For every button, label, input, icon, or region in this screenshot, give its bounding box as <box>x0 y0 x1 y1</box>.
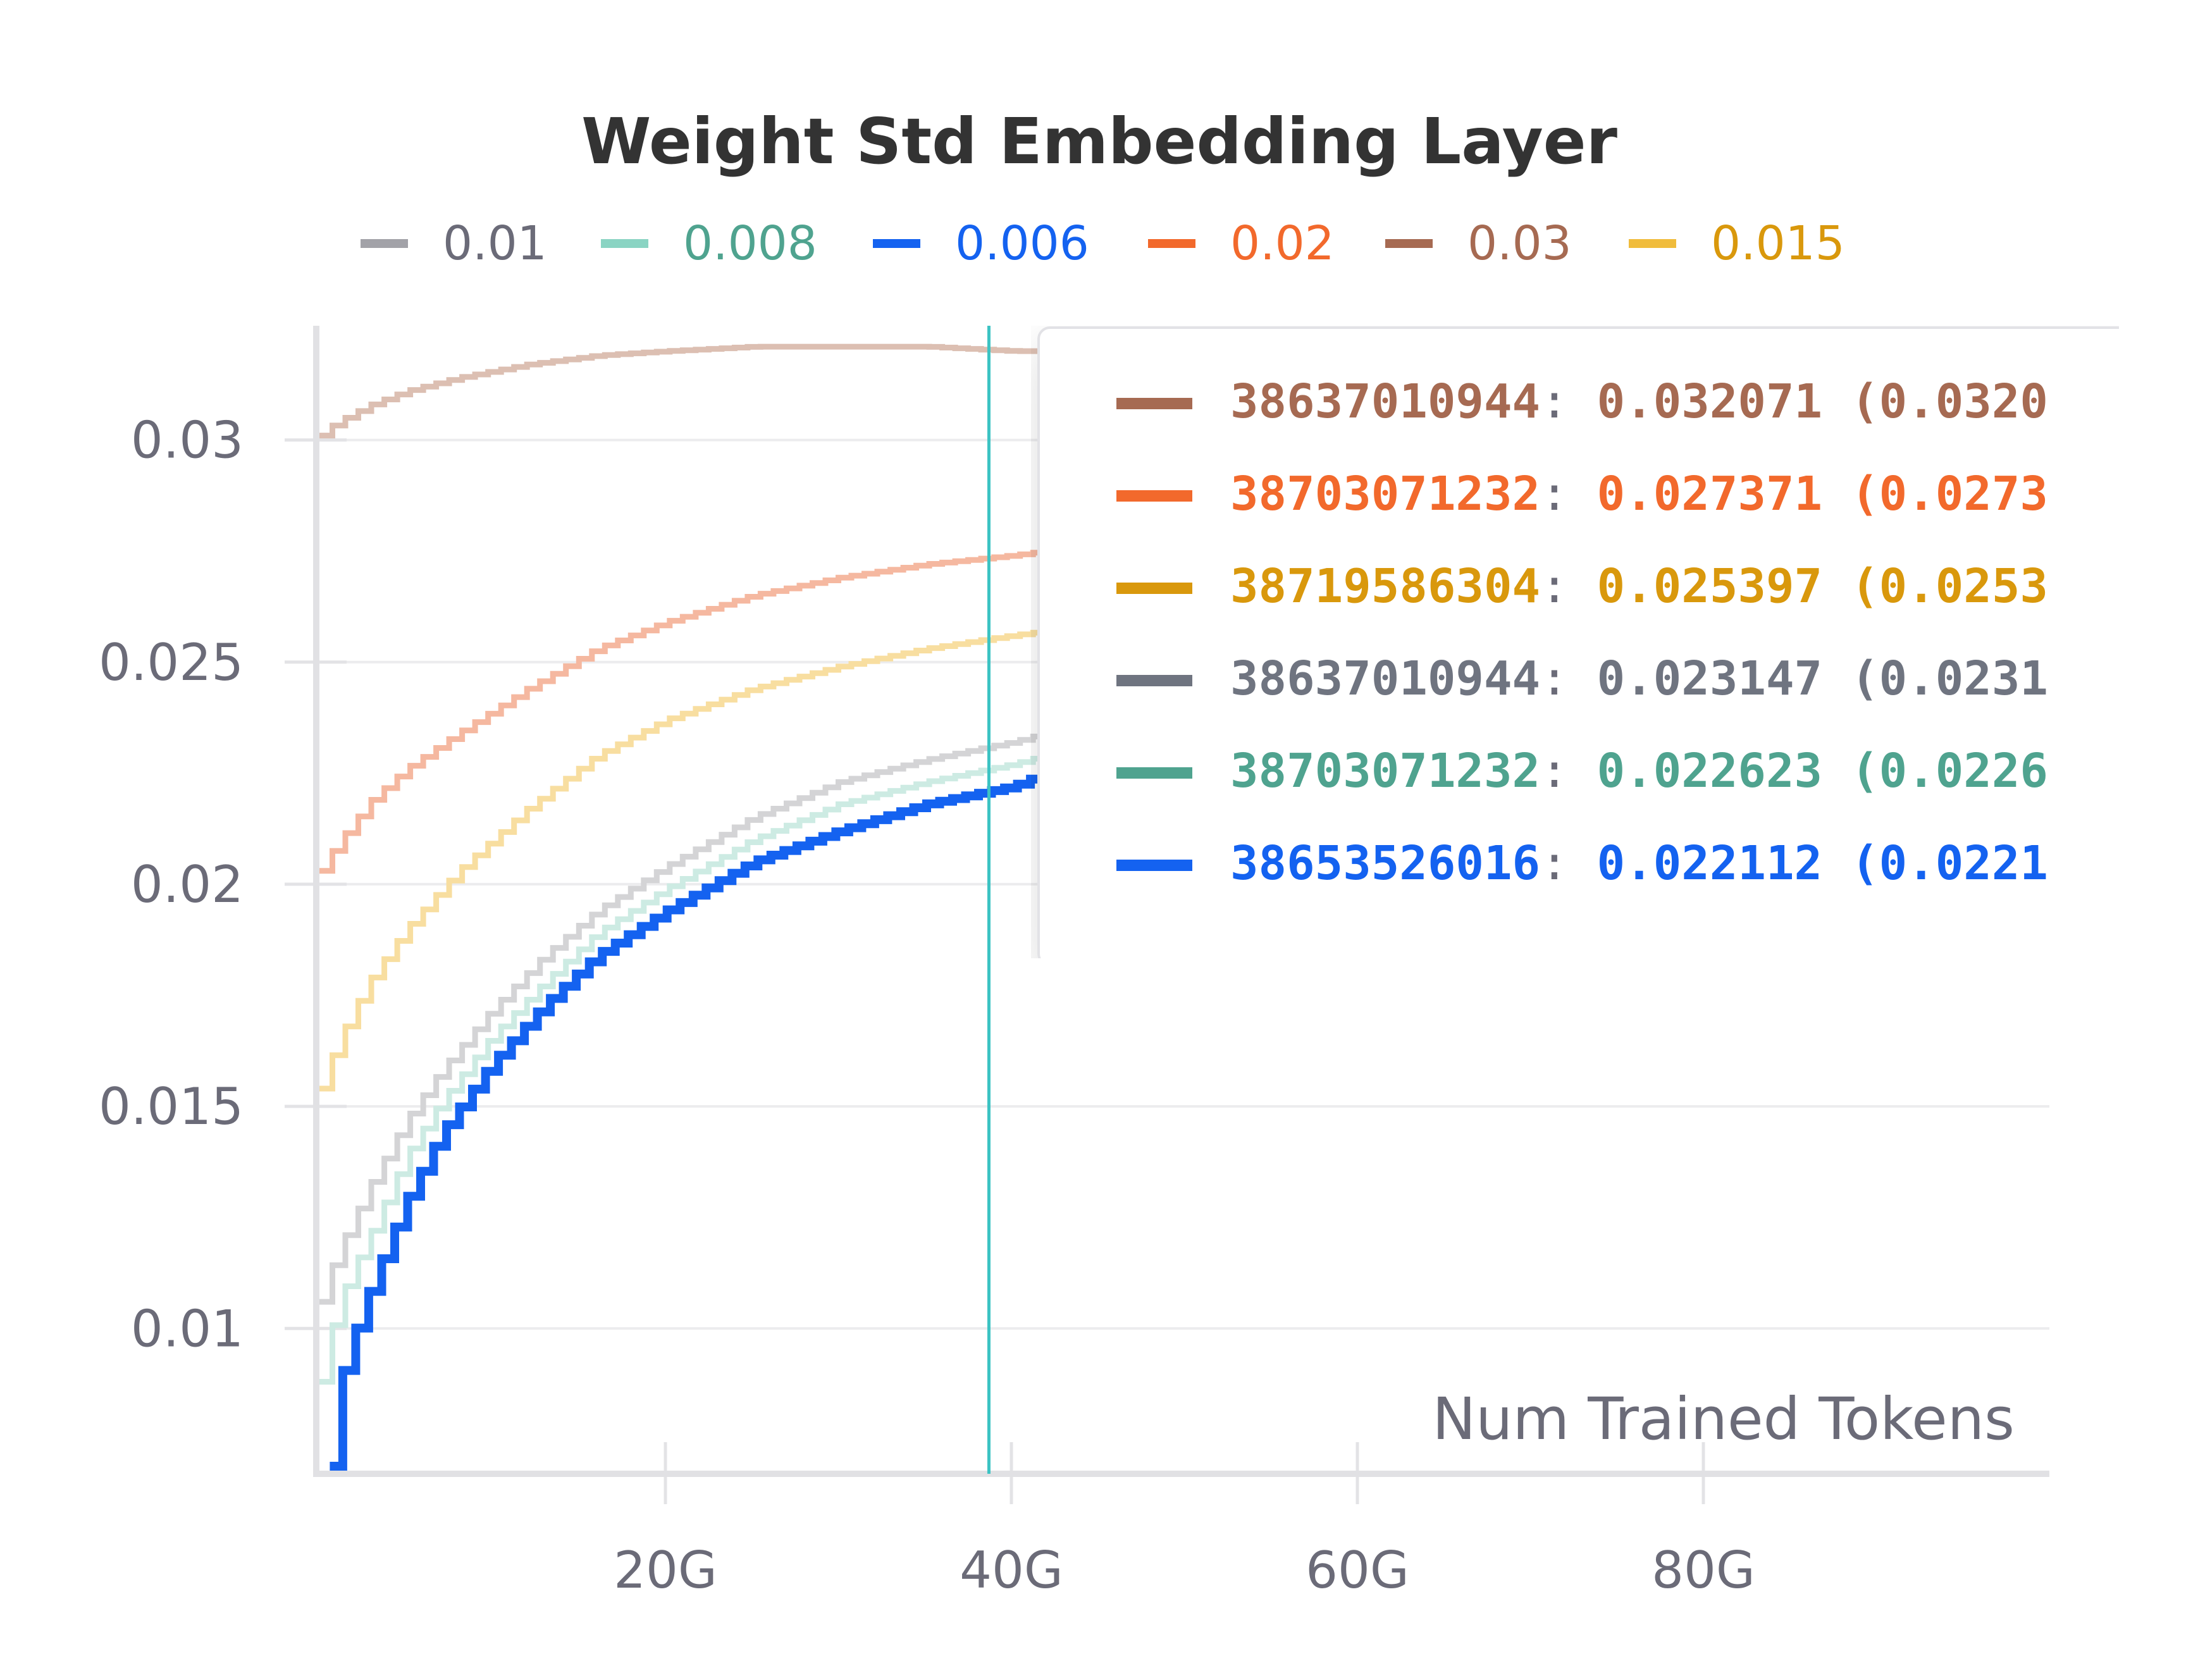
tooltip-colon: : <box>1540 374 1569 429</box>
y-tick-label: 0.025 <box>99 633 244 692</box>
tooltip-extra: (0.0253 <box>1851 559 2048 614</box>
legend-label: 0.015 <box>1711 216 1845 271</box>
series-line-0-01 <box>319 733 1049 1305</box>
x-tick-label: 60G <box>1306 1541 1409 1600</box>
tooltip-value: 0.022112 <box>1597 836 1822 891</box>
series-line-0-02 <box>319 550 1049 874</box>
tooltip-extra: (0.0320 <box>1851 374 2048 429</box>
legend-item-0-008[interactable]: 0.008 <box>601 216 817 271</box>
legend-item-0-015[interactable]: 0.015 <box>1629 216 1845 271</box>
tooltip-value: 0.027371 <box>1597 467 1822 521</box>
tooltip-panel <box>1037 326 2119 958</box>
tooltip-row: 38719586304: 0.025397 (0.0253 <box>1116 559 2048 614</box>
legend-label: 0.02 <box>1230 216 1335 271</box>
legend[interactable]: 0.01 0.008 0.006 0.02 0.03 0.015 <box>361 216 1845 271</box>
tooltip-step: 38653526016 <box>1230 836 1540 891</box>
tooltip-step: 38703071232 <box>1230 744 1540 798</box>
tooltip-colon: : <box>1540 836 1569 891</box>
tooltip-value: 0.023147 <box>1597 652 1822 706</box>
tooltip-extra: (0.0231 <box>1851 652 2048 706</box>
legend-label: 0.006 <box>955 216 1089 271</box>
legend-label: 0.008 <box>683 216 817 271</box>
tooltip-extra: (0.0226 <box>1851 744 2048 798</box>
x-axis-label: Num Trained Tokens <box>1432 1385 2015 1453</box>
tooltip-row: 38637010944: 0.023147 (0.0231 <box>1116 652 2048 706</box>
y-tick-label: 0.015 <box>99 1077 244 1136</box>
tooltip-row: 38653526016: 0.022112 (0.0221 <box>1116 836 2048 891</box>
tooltip-row: 38703071232: 0.022623 (0.0226 <box>1116 744 2048 798</box>
tooltip-extra: (0.0273 <box>1851 467 2048 521</box>
y-tick-label: 0.02 <box>131 855 244 914</box>
x-tick-label: 80G <box>1652 1541 1755 1600</box>
tooltip-value: 0.032071 <box>1597 374 1822 429</box>
series-line-0-006 <box>330 774 1048 1471</box>
tooltip-value: 0.025397 <box>1597 559 1822 614</box>
series-lines <box>319 343 1049 1471</box>
x-axis-ticks: 20G 40G 60G 80G <box>614 1442 1755 1600</box>
tooltip-text: 38719586304: 0.025397 (0.0253 <box>1230 559 2048 614</box>
tooltip-row: 38703071232: 0.027371 (0.0273 <box>1116 467 2048 521</box>
tooltip-value: 0.022623 <box>1597 744 1822 798</box>
tooltip-colon: : <box>1540 559 1569 614</box>
y-tick-label: 0.01 <box>131 1299 244 1358</box>
legend-label: 0.01 <box>443 216 547 271</box>
y-tick-label: 0.03 <box>131 411 244 470</box>
x-tick-label: 20G <box>614 1541 717 1600</box>
chart-title: Weight Std Embedding Layer <box>581 104 1618 178</box>
tooltip-colon: : <box>1540 652 1569 706</box>
legend-item-0-006[interactable]: 0.006 <box>873 216 1089 271</box>
series-line-0-008 <box>319 755 1049 1385</box>
tooltip-text: 38703071232: 0.027371 (0.0273 <box>1230 467 2048 521</box>
tooltip-text: 38637010944: 0.023147 (0.0231 <box>1230 652 2048 706</box>
series-line-0-015 <box>319 629 1049 1092</box>
tooltip-step: 38637010944 <box>1230 374 1540 429</box>
tooltip-extra: (0.0221 <box>1851 836 2048 891</box>
y-axis-ticks: 0.01 0.015 0.02 0.025 0.03 <box>99 411 347 1358</box>
tooltip-text: 38637010944: 0.032071 (0.0320 <box>1230 374 2048 429</box>
legend-item-0-01[interactable]: 0.01 <box>361 216 547 271</box>
series-line-0-03 <box>319 343 1046 439</box>
tooltip-step: 38703071232 <box>1230 467 1540 521</box>
tooltip-step: 38719586304 <box>1230 559 1540 614</box>
legend-label: 0.03 <box>1467 216 1572 271</box>
tooltip-colon: : <box>1540 467 1569 521</box>
legend-item-0-02[interactable]: 0.02 <box>1148 216 1335 271</box>
tooltip-text: 38653526016: 0.022112 (0.0221 <box>1230 836 2048 891</box>
x-tick-label: 40G <box>960 1541 1063 1600</box>
tooltip-colon: : <box>1540 744 1569 798</box>
tooltip-step: 38637010944 <box>1230 652 1540 706</box>
tooltip-text: 38703071232: 0.022623 (0.0226 <box>1230 744 2048 798</box>
tooltip-row: 38637010944: 0.032071 (0.0320 <box>1116 374 2048 429</box>
legend-item-0-03[interactable]: 0.03 <box>1385 216 1572 271</box>
